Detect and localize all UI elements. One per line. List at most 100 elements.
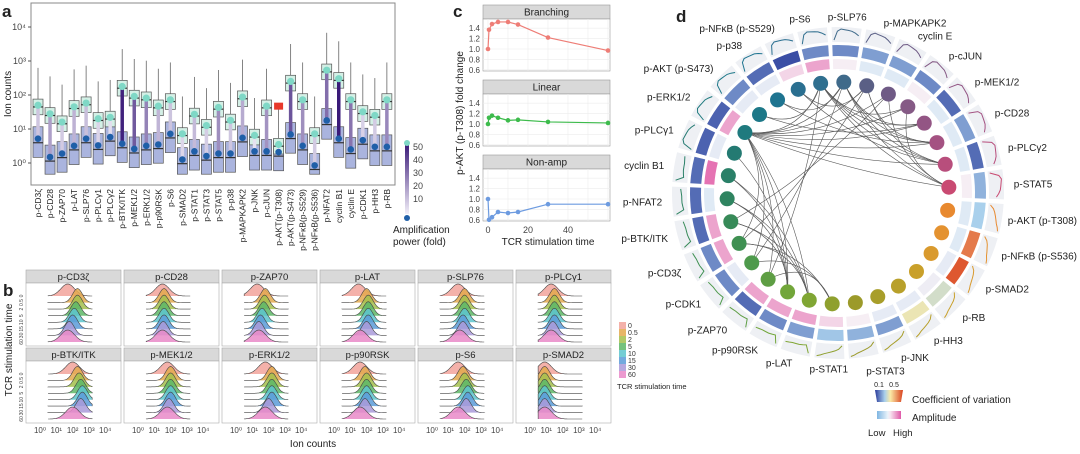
y-tick-label: 60 xyxy=(19,416,25,422)
cv-colorbar xyxy=(875,390,903,402)
facet-title: p-PLCγ1 xyxy=(545,272,582,283)
x-tick-label: 10³ xyxy=(279,426,291,435)
baseline-median-dot xyxy=(82,135,90,142)
amplified-median-dot xyxy=(46,110,54,118)
network-node[interactable] xyxy=(760,271,776,287)
network-node[interactable] xyxy=(890,278,906,294)
node-label: p-STAT1 xyxy=(810,364,849,375)
node-label: p-PLCγ2 xyxy=(1008,143,1047,154)
network-node[interactable] xyxy=(813,75,829,91)
network-node[interactable] xyxy=(916,115,932,131)
cv-band xyxy=(724,79,751,106)
network-node[interactable] xyxy=(836,74,852,90)
network-node[interactable] xyxy=(770,92,786,108)
data-point xyxy=(545,119,551,125)
ridge-density xyxy=(537,294,583,310)
amplitude-band xyxy=(709,133,727,160)
network-node[interactable] xyxy=(847,295,863,311)
dynamics-sparkline xyxy=(967,265,975,293)
baseline-median-dot xyxy=(251,148,258,155)
box-group: p-cJUN xyxy=(261,68,272,217)
x-tick-label: 10³ xyxy=(181,426,193,435)
y-tick-label: 0.5 xyxy=(19,377,25,384)
network-node[interactable] xyxy=(937,156,953,172)
amplified-median-dot xyxy=(335,75,343,83)
ridge-density xyxy=(243,329,289,343)
node-label: p-SLP76 xyxy=(828,13,867,24)
baseline-median-dot xyxy=(94,142,102,149)
y-tick-label: 1.4 xyxy=(469,99,481,108)
ridge-density xyxy=(440,385,485,401)
x-tick-label: p-RB xyxy=(382,189,392,209)
data-point xyxy=(486,27,492,33)
cv-band xyxy=(707,101,731,130)
amplitude-high-label: High xyxy=(893,428,913,439)
network-node[interactable] xyxy=(940,202,956,218)
dynamics-sparkline xyxy=(896,43,922,59)
x-tick-label: 10³ xyxy=(83,426,95,435)
network-node[interactable] xyxy=(941,179,957,195)
network-node[interactable] xyxy=(723,214,739,230)
ridge-density xyxy=(537,372,583,388)
network-node[interactable] xyxy=(859,78,875,94)
network-node[interactable] xyxy=(880,86,896,102)
network-node[interactable] xyxy=(908,263,924,279)
facet: Non-amp 1.4 1.21.00.8 0.6 xyxy=(469,154,611,225)
network-node[interactable] xyxy=(780,284,796,300)
node-label: p-CD3ζ xyxy=(648,268,682,279)
network-node[interactable] xyxy=(719,191,735,207)
node-label: p-SMAD2 xyxy=(986,284,1030,295)
network-edge xyxy=(744,132,810,301)
x-tick-label: p-MEK1/2 xyxy=(129,189,139,227)
network-node[interactable] xyxy=(923,245,939,261)
network-node[interactable] xyxy=(737,125,753,141)
ridge-density xyxy=(244,301,289,317)
dynamics-sparkline xyxy=(982,141,997,165)
node-label: p-STAT3 xyxy=(866,366,905,377)
dynamics-sparkline xyxy=(915,314,932,338)
cv-band xyxy=(925,280,952,307)
amplitude-band xyxy=(791,309,817,325)
legend-swatch xyxy=(619,343,626,350)
legend-title: TCR stimulation time xyxy=(617,382,687,391)
network-node[interactable] xyxy=(929,135,945,151)
ridge-density xyxy=(342,378,387,394)
network-node[interactable] xyxy=(824,296,840,312)
network-node[interactable] xyxy=(752,107,768,123)
data-point xyxy=(545,35,551,40)
box-group: p-JNK xyxy=(249,97,260,213)
dynamics-track xyxy=(934,289,966,321)
network-node[interactable] xyxy=(870,289,886,305)
baseline-median-dot xyxy=(155,141,162,148)
facet: p-ERK1/2 10⁰ 10¹ 10² 10³ 10⁴ xyxy=(221,347,318,435)
cv-band xyxy=(888,55,917,78)
data-point xyxy=(489,113,495,118)
dynamics-track xyxy=(764,33,797,58)
network-node[interactable] xyxy=(726,145,742,161)
y-tick-label: 1.0 xyxy=(469,195,481,204)
box-group: p-STAT1 xyxy=(189,76,200,222)
dynamics-sparkline xyxy=(675,156,686,181)
dynamics-track xyxy=(987,169,1005,200)
amplitude-band xyxy=(704,160,718,185)
network-node[interactable] xyxy=(744,255,760,271)
dynamics-track xyxy=(700,277,730,309)
x-tick-label: p-CD28 xyxy=(45,189,55,219)
box-group: p-p38 xyxy=(225,82,236,211)
amplitude-band xyxy=(907,81,932,105)
facet: p-ZAP70 xyxy=(221,269,318,347)
network-node[interactable] xyxy=(934,225,950,241)
network-node[interactable] xyxy=(801,292,817,308)
baseline-median-dot xyxy=(347,146,355,153)
network-node[interactable] xyxy=(731,235,747,251)
node-label: p-NFκB (p-S529) xyxy=(699,24,775,35)
x-tick-label: p-AKT(p-T308) xyxy=(274,189,284,246)
network-node[interactable] xyxy=(900,99,916,115)
network-node[interactable] xyxy=(720,168,736,184)
amplified-median-dot xyxy=(262,102,271,110)
baseline-median-dot xyxy=(263,148,270,155)
network-node[interactable] xyxy=(790,81,806,97)
network-edge xyxy=(744,132,946,165)
y-tick-label: 1.2 xyxy=(469,110,481,119)
dynamics-sparkline xyxy=(801,31,826,45)
